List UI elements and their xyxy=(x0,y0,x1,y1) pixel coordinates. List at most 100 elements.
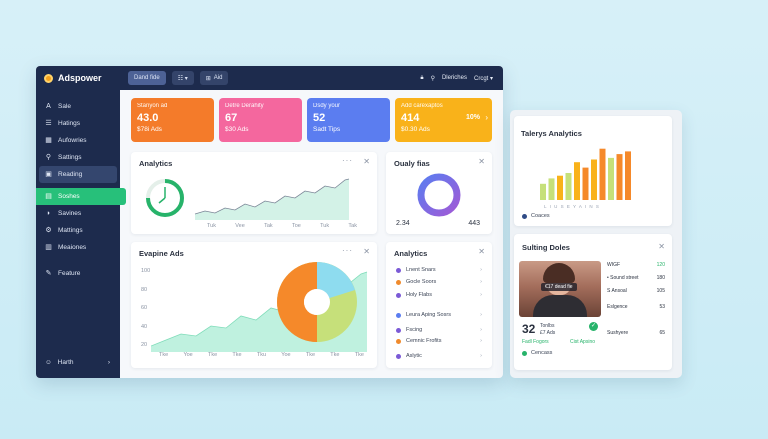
analytics-list-card: Analytics ✕ Lnent Snars › Gocle Soors › … xyxy=(386,242,492,368)
sidebar-item-label: Aufowries xyxy=(58,137,87,144)
card-title: Analytics xyxy=(394,249,428,258)
sidebar-item-sale[interactable]: A Sale xyxy=(36,98,120,115)
legend-dot xyxy=(522,350,527,356)
sorting-row[interactable]: Sushyere 65 xyxy=(607,330,665,343)
card-title: Oualy fias xyxy=(394,159,430,168)
talent-bar xyxy=(616,154,623,200)
x-tick-label: Tke xyxy=(354,352,364,358)
side-panel: Talerys Analytics L I U S E Y A I N S Co… xyxy=(510,110,682,378)
chevron-right-icon: › xyxy=(480,279,482,285)
chevron-right-icon: › xyxy=(480,267,482,273)
sidebar-item-feature[interactable]: ✎ Feature xyxy=(36,265,120,282)
sorting-row-label: S Ansoal xyxy=(607,288,627,294)
list-item[interactable]: Cemnic Frofits › xyxy=(396,338,482,344)
list-dot xyxy=(396,353,401,359)
sidebar-item-icon: ☰ xyxy=(45,120,52,127)
talent-axis-label: L I U S E Y A I N S xyxy=(544,204,600,209)
close-icon[interactable]: ✕ xyxy=(478,247,485,256)
topbar-right-label[interactable]: Dleriches xyxy=(441,75,467,81)
card-title: Talerys Analytics xyxy=(521,129,582,138)
list-dot xyxy=(396,279,401,285)
sidebar-item-meaiones[interactable]: ▥ Meaiones xyxy=(36,239,120,256)
profile-photo[interactable]: €17 dead fie xyxy=(519,261,601,317)
sidebar-item-mattings[interactable]: ⚙ Mattings xyxy=(36,222,120,239)
topbar-add-button[interactable]: ⊞ Aid xyxy=(199,71,229,85)
sorting-card: Sulting Doles ✕ €17 dead fie WIGF 120 • … xyxy=(514,234,672,370)
sidebar-item-label: Savines xyxy=(58,210,82,217)
talent-bar xyxy=(608,157,614,200)
sidebar-item-savines[interactable]: ◗ Savines xyxy=(36,205,120,222)
talent-bar xyxy=(548,178,555,200)
sorting-row-value: 105 xyxy=(656,288,665,294)
more-icon[interactable]: ··· xyxy=(342,246,353,255)
expense-x-axis: Tke Yoe Tke Tke Tku Yoe Tke Tke Tke xyxy=(159,352,364,358)
list-item[interactable]: Leura Aping Sosrs › xyxy=(396,312,482,318)
sidebar-item-hatings[interactable]: ☰ Hatings xyxy=(36,115,120,132)
sorting-row-label: Sushyere xyxy=(607,330,629,336)
person-hair-icon xyxy=(543,263,575,283)
close-icon[interactable]: ✕ xyxy=(478,157,485,166)
more-icon[interactable]: ··· xyxy=(342,156,353,165)
sorting-big-line1: Tonlbs xyxy=(540,323,555,329)
sidebar-item-label: Mattings xyxy=(58,227,83,234)
list-item[interactable]: Aslytic › xyxy=(396,353,482,359)
topbar-primary-label: Dand fide xyxy=(134,75,160,81)
sorting-row[interactable]: S Ansoal 105 xyxy=(607,288,665,304)
sorting-bottom-label: Cencass xyxy=(531,350,553,356)
list-dot xyxy=(396,312,401,318)
x-tick-label: Tke xyxy=(159,352,169,358)
sidebar-item-icon: ▤ xyxy=(45,193,52,200)
x-tick-label: Yoe xyxy=(183,352,193,358)
lock-icon[interactable]: 🔒︎ xyxy=(420,74,424,81)
chevron-right-icon: › xyxy=(107,358,110,366)
chevron-right-icon: › xyxy=(480,327,482,333)
x-tick-label: Vee xyxy=(235,223,245,229)
list-dot xyxy=(396,338,401,344)
list-item-label: Fscing xyxy=(406,327,423,333)
close-icon[interactable]: ✕ xyxy=(658,242,665,251)
stat-card-3[interactable]: Dsdy your 52 Sadt Tips xyxy=(307,98,390,142)
list-item[interactable]: Fscing › xyxy=(396,327,482,333)
sidebar-item-reading[interactable]: ▣ Reading xyxy=(39,166,117,183)
sorting-row[interactable]: • Sound street 180 xyxy=(607,275,665,288)
brand-logo-icon xyxy=(44,73,53,83)
list-item[interactable]: Gocle Soors › xyxy=(396,279,482,285)
x-tick-label: Tku xyxy=(256,352,267,358)
chevron-right-icon: › xyxy=(480,312,482,318)
y-tick-label: 100 xyxy=(141,268,151,274)
stat-card-2[interactable]: Detre Derahity 67 $30 Ads xyxy=(219,98,302,142)
sorting-green-right[interactable]: Cist Apsino xyxy=(570,339,596,345)
talent-bar xyxy=(565,173,572,200)
stat-card-1[interactable]: Stanyon ad 43.0 $78i Ads xyxy=(131,98,214,142)
analytics-chart-card: Analytics ··· ✕ Tuk Vee Tak Toe Tuk Tak xyxy=(131,152,377,234)
sorting-green-left[interactable]: Fadl Fogors xyxy=(522,339,549,345)
close-icon[interactable]: ✕ xyxy=(363,247,370,256)
topbar-primary-button[interactable]: Dand fide xyxy=(128,71,166,85)
sorting-row[interactable]: Eslgence 53 xyxy=(607,304,665,330)
sorting-row-label: Eslgence xyxy=(607,304,628,310)
topbar: Adspower Dand fide ☷ ▾ ⊞ Aid 🔒︎ ⚲ Dleric… xyxy=(36,66,503,90)
sidebar-item-sattings[interactable]: ⚲ Sattings xyxy=(36,149,120,166)
list-item[interactable]: Lnent Snars › xyxy=(396,267,482,273)
stat-card-4[interactable]: Add carexaptos 414 $0.30 Ads 10% › xyxy=(395,98,492,142)
list-item[interactable]: Holy Flabs › xyxy=(396,292,482,298)
stat-sub: Sadt Tips xyxy=(313,126,341,133)
x-tick-label: Tuk xyxy=(320,223,330,229)
analytics-area-chart xyxy=(194,178,350,220)
check-icon: ✓ xyxy=(589,322,598,331)
topbar-right: 🔒︎ ⚲ Dleriches Crcgt ▾ xyxy=(420,75,503,82)
brand[interactable]: Adspower xyxy=(36,73,128,83)
sidebar-item-icon: ⚙ xyxy=(45,227,52,234)
location-icon[interactable]: ⚲ xyxy=(430,75,435,82)
topbar-filter-button[interactable]: ☷ ▾ xyxy=(171,71,194,85)
topbar-account-menu[interactable]: Crcgt ▾ xyxy=(473,75,493,82)
stat-sub: $0.30 Ads xyxy=(401,126,430,133)
list-item-label: Holy Flabs xyxy=(406,292,432,298)
sidebar-item-soshes[interactable]: ▤ Soshes xyxy=(36,188,126,205)
sidebar-bottom-item[interactable]: ☺ Harth › xyxy=(36,354,120,370)
stat-sub: $78i Ads xyxy=(137,126,162,133)
sidebar-item-aufowries[interactable]: ▦ Aufowries xyxy=(36,132,120,149)
close-icon[interactable]: ✕ xyxy=(363,157,370,166)
sorting-row[interactable]: WIGF 120 xyxy=(607,262,665,275)
sidebar-bottom-label: Harth xyxy=(57,358,74,366)
